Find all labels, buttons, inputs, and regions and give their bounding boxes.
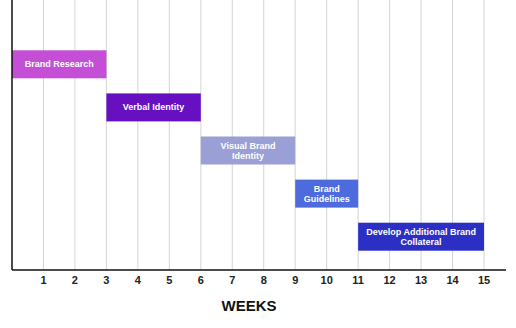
- grid-line: [169, 0, 170, 270]
- grid-line: [137, 0, 138, 270]
- tick-label: 2: [72, 274, 78, 286]
- tick-label: 5: [166, 274, 172, 286]
- tick-label: 6: [198, 274, 204, 286]
- tick-label: 3: [103, 274, 109, 286]
- tick-label: 14: [446, 274, 459, 286]
- task-bar: [295, 180, 358, 208]
- bars: [12, 50, 484, 250]
- task-label: Brand Research: [25, 59, 94, 69]
- x-axis-line: [12, 269, 506, 271]
- tick-label: 11: [352, 274, 364, 286]
- tick-label: 9: [292, 274, 298, 286]
- grid-line: [200, 0, 201, 270]
- tick-label: 4: [135, 274, 142, 286]
- task-bar: [358, 223, 484, 251]
- grid-line: [326, 0, 327, 270]
- chart: 123456789101112131415Brand ResearchVerba…: [0, 0, 516, 328]
- task-label: Visual BrandIdentity: [221, 141, 276, 161]
- y-axis-line: [11, 0, 13, 270]
- tick-label: 1: [40, 274, 46, 286]
- grid-line: [106, 0, 107, 270]
- grid-line: [295, 0, 296, 270]
- grid-line: [232, 0, 233, 270]
- task-bar: [12, 50, 106, 78]
- task-label: BrandGuidelines: [304, 184, 350, 204]
- tick-label: 7: [229, 274, 235, 286]
- x-axis-label: WEEKS: [222, 297, 277, 314]
- grid-line: [263, 0, 264, 270]
- tick-label: 15: [478, 274, 490, 286]
- tick-label: 8: [261, 274, 267, 286]
- tick-label: 10: [321, 274, 333, 286]
- task-label: Develop Additional BrandCollateral: [366, 227, 476, 247]
- grid-line: [74, 0, 75, 270]
- tick-label: 13: [415, 274, 427, 286]
- grid-line: [43, 0, 44, 270]
- task-bar: [201, 137, 295, 165]
- tick-label: 12: [383, 274, 395, 286]
- bar-labels: Brand Research Verbal Identity Visual Bran…: [25, 59, 476, 246]
- task-label: Verbal Identity: [123, 102, 185, 112]
- task-bar: [106, 93, 200, 121]
